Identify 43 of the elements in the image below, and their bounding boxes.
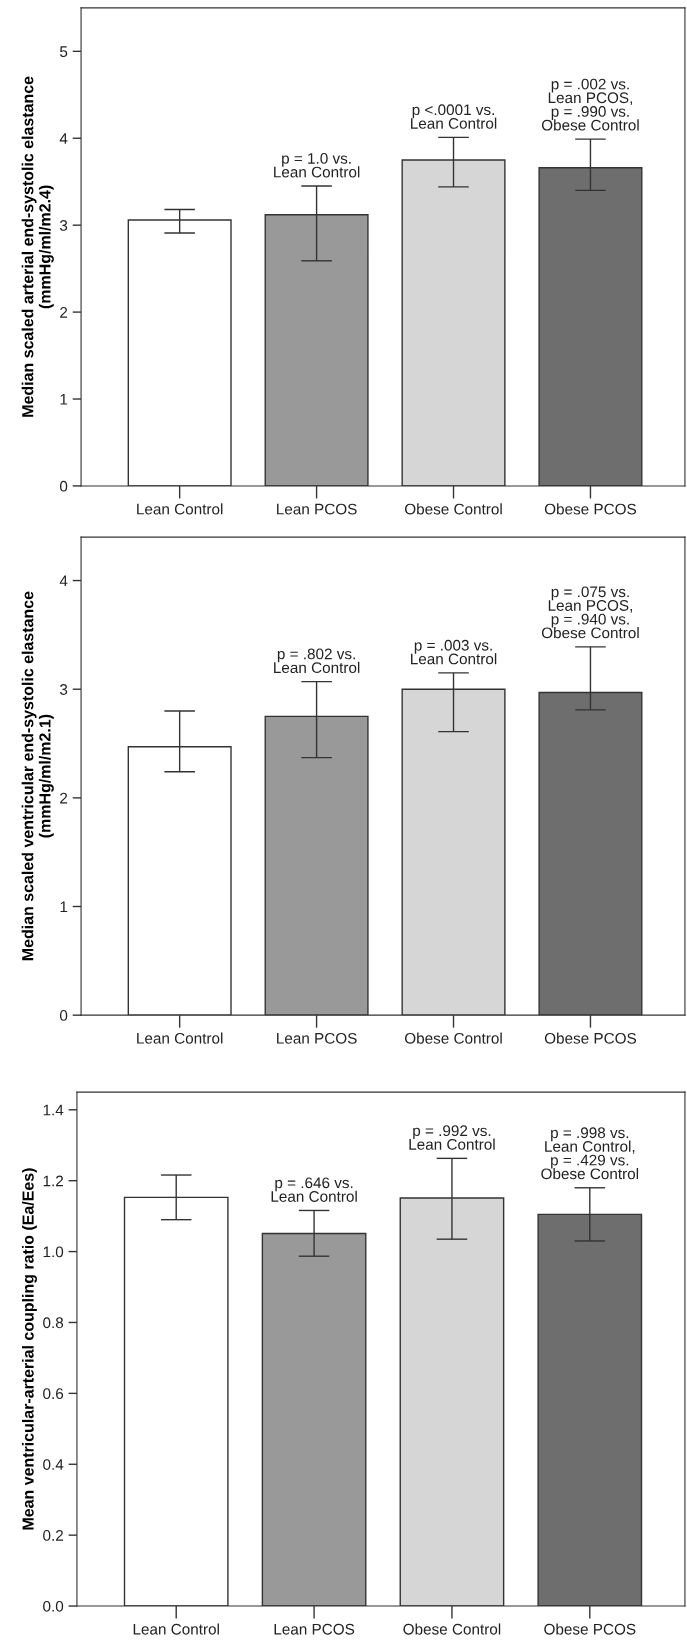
y-tick-label: 0.4 <box>43 1459 64 1470</box>
y-tick-label: 0.0 <box>43 1600 64 1612</box>
y-tick-label: 0.2 <box>43 1530 63 1541</box>
y-tick-label: 3 <box>59 684 68 695</box>
x-tick-label: Obese PCOS <box>544 1623 636 1635</box>
y-tick-label: 4 <box>59 133 68 144</box>
x-tick-label: Obese Control <box>405 1032 502 1044</box>
annotation: p = .992 vs. Lean Control <box>409 1125 495 1150</box>
annotation: p = .998 vs. Lean Control, p = .429 vs. Obese Control <box>541 1127 639 1180</box>
y-tick-label: 1 <box>60 394 68 405</box>
annotation: p = .002 vs. Lean PCOS, p = .990 vs. Obese Control <box>541 78 639 131</box>
y-tick-label: 0 <box>59 480 68 492</box>
y-tick-label: 2 <box>60 792 68 804</box>
y-tick-label: 1.0 <box>43 1246 64 1258</box>
x-tick-label: Lean PCOS <box>274 1623 355 1635</box>
x-tick-label: Lean Control <box>137 503 223 515</box>
x-tick-label: Lean PCOS <box>277 1032 357 1044</box>
annotation: p = .646 vs. Lean Control <box>271 1177 357 1202</box>
annotation: p = .003 vs. Lean Control <box>411 639 497 665</box>
x-tick-label: Obese PCOS <box>544 503 637 515</box>
annotation: p = .802 vs. Lean Control <box>274 648 360 674</box>
y-axis-title: Median scaled arterial end-systolic elastance (mmHg/ml/m2.4) <box>21 76 54 417</box>
annotation: p <.0001 vs. Lean Control <box>411 104 497 129</box>
y-tick-label: 4 <box>59 575 68 587</box>
y-tick-label: 0 <box>59 1010 68 1021</box>
x-tick-label: Lean Control <box>137 1032 223 1044</box>
annotation: p = 1.0 vs. Lean Control <box>274 152 360 178</box>
y-tick-label: 5 <box>59 46 68 58</box>
y-tick-label: 1 <box>60 901 68 913</box>
x-tick-label: Obese PCOS <box>544 1032 637 1044</box>
y-axis-title: Median scaled ventricular end-systolic elastance (mmHg/ml/m2.1) <box>21 591 54 961</box>
y-axis-title: Mean ventricular-arterial coupling ratio (Ea/Ees) <box>22 1168 37 1530</box>
y-tick-label: 1.2 <box>43 1175 63 1187</box>
y-tick-label: 0.8 <box>43 1317 64 1329</box>
x-tick-label: Obese Control <box>403 1623 501 1635</box>
annotation: p = .075 vs. Lean PCOS, p = .940 vs. Obese Control <box>541 586 639 639</box>
y-tick-label: 3 <box>59 220 68 231</box>
y-tick-label: 2 <box>60 306 68 318</box>
x-tick-label: Obese Control <box>405 503 502 515</box>
x-tick-label: Lean Control <box>133 1623 219 1635</box>
y-tick-label: 0.6 <box>43 1388 64 1400</box>
x-tick-label: Lean PCOS <box>277 503 357 515</box>
y-tick-label: 1.4 <box>43 1104 64 1116</box>
